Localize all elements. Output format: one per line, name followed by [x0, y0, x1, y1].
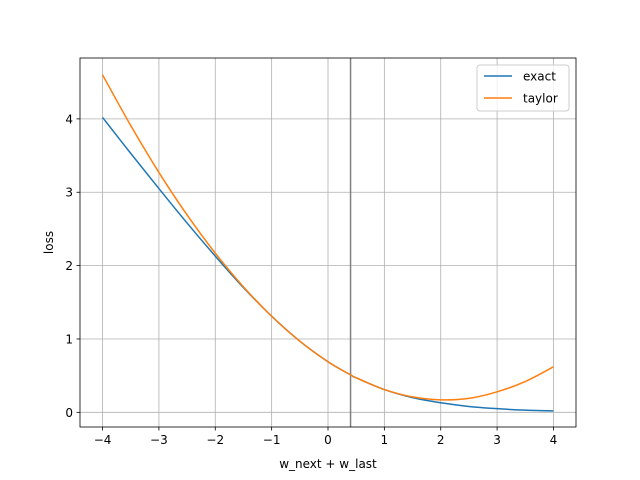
x-tick-label: 0	[324, 433, 332, 447]
y-tick-label: 4	[65, 112, 73, 126]
y-tick-label: 2	[65, 259, 73, 273]
y-axis-ticks: 0 1 2 3 4	[65, 112, 80, 420]
y-tick-label: 1	[65, 332, 73, 346]
x-tick-label: −1	[263, 433, 281, 447]
x-axis-ticks: −4 −3 −2 −1 0 1 2 3 4	[94, 427, 558, 447]
series-group	[101, 74, 554, 412]
x-axis-label: w_next + w_last	[279, 457, 377, 471]
x-tick-label: −3	[150, 433, 168, 447]
x-tick-label: −2	[206, 433, 224, 447]
legend-label-taylor: taylor	[523, 92, 558, 106]
series-line-taylor	[101, 74, 554, 401]
x-tick-label: 2	[437, 433, 445, 447]
grid	[80, 58, 576, 427]
y-axis-label: loss	[42, 231, 56, 254]
legend-label-exact: exact	[523, 70, 556, 84]
y-tick-label: 0	[65, 406, 73, 420]
y-tick-label: 3	[65, 186, 73, 200]
x-tick-label: −4	[94, 433, 112, 447]
x-tick-label: 4	[550, 433, 558, 447]
legend: exact taylor	[476, 64, 570, 112]
x-tick-label: 3	[493, 433, 501, 447]
x-tick-label: 1	[381, 433, 389, 447]
